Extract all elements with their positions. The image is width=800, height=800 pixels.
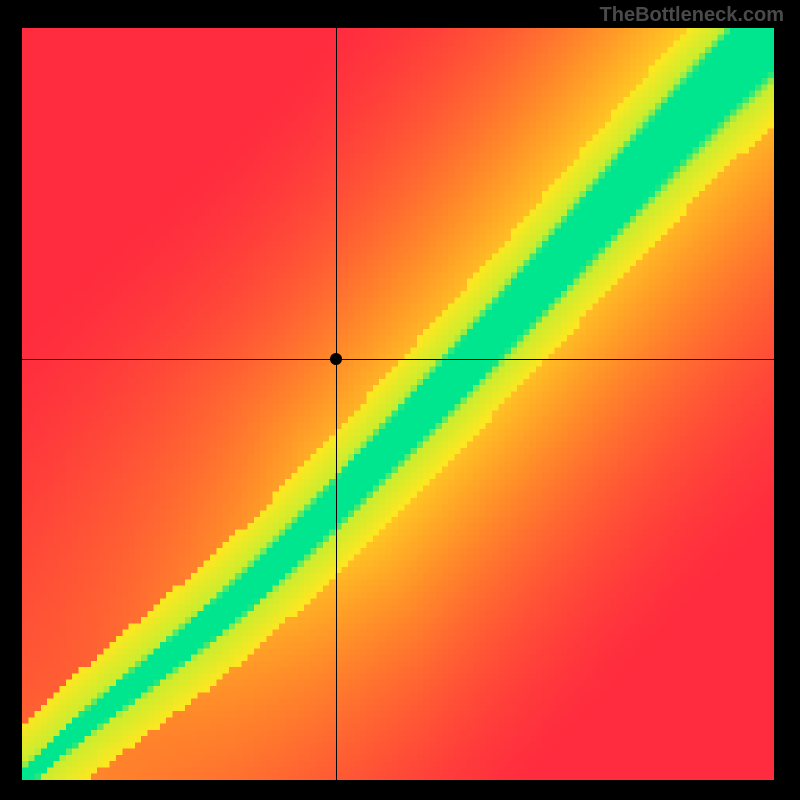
crosshair-marker [330,353,342,365]
bottleneck-heatmap [22,28,774,780]
heatmap-canvas [22,28,774,780]
crosshair-vertical [336,28,337,780]
heatmap-canvas-wrap [22,28,774,780]
crosshair-horizontal [22,359,774,360]
attribution-text: TheBottleneck.com [600,4,784,27]
